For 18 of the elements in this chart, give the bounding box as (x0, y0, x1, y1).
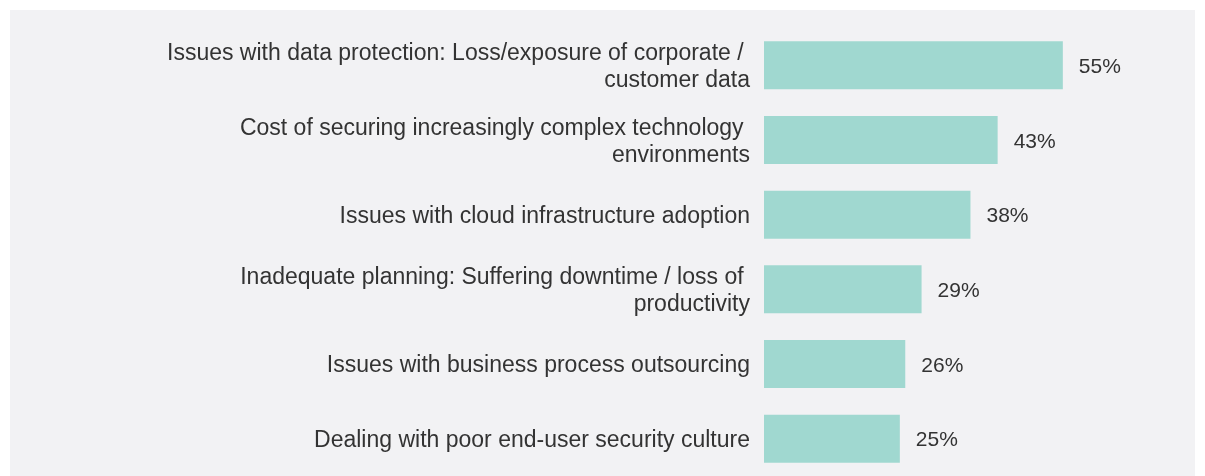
data-label: 26% (921, 352, 964, 376)
bar (764, 340, 906, 388)
y-tick-label: Dealing with poor end-user security culture (314, 425, 750, 452)
data-label: 43% (1013, 128, 1056, 152)
data-label: 29% (937, 277, 980, 301)
data-label: 25% (915, 427, 958, 451)
bar (764, 414, 900, 463)
y-tick-label: Issues with data protection: Loss/exposure of corporate / customer data (167, 38, 751, 92)
bar (764, 41, 1063, 90)
bar (764, 265, 922, 314)
y-tick-label: Issues with cloud infrastructure adoption (339, 201, 750, 228)
bar (764, 190, 971, 239)
bar (764, 116, 998, 164)
data-label: 38% (986, 203, 1029, 227)
y-tick-label: Inadequate planning: Suffering downtime / loss of productivity (240, 262, 751, 316)
y-tick-label: Issues with business process outsourcing (326, 351, 750, 377)
y-tick-label: Cost of securing increasingly complex technology environments (239, 113, 750, 167)
data-label: 55% (1078, 53, 1121, 77)
